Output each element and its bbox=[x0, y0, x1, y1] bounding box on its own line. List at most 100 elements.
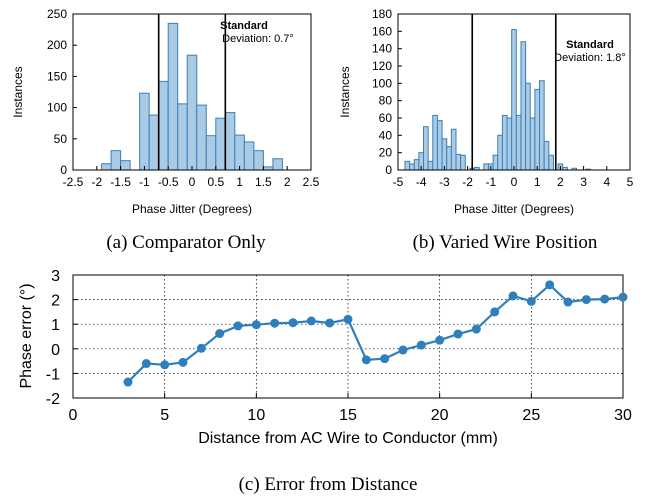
x-axis-label: Distance from AC Wire to Conductor (mm) bbox=[198, 430, 498, 447]
annotation-text: Deviation: 1.8° bbox=[554, 52, 626, 64]
x-tick-label: -3 bbox=[439, 175, 450, 189]
data-point bbox=[380, 354, 390, 364]
histogram-bar bbox=[534, 88, 541, 171]
histogram-bar bbox=[186, 54, 198, 171]
histogram-bar bbox=[450, 128, 457, 171]
histogram-bar bbox=[413, 159, 420, 171]
histogram-bar bbox=[215, 117, 226, 171]
data-point bbox=[398, 345, 408, 355]
histogram-bar bbox=[139, 92, 150, 171]
histogram-bar bbox=[446, 146, 452, 171]
x-tick-label: -5 bbox=[393, 175, 404, 189]
histogram-bar bbox=[506, 117, 513, 171]
histogram-bar bbox=[460, 154, 466, 171]
y-tick-label: 200 bbox=[47, 38, 67, 52]
y-tick-label: 160 bbox=[372, 24, 392, 38]
histogram-bar bbox=[497, 134, 503, 171]
y-tick-label: 100 bbox=[47, 101, 67, 115]
x-axis-label: Phase Jitter (Degrees) bbox=[132, 202, 252, 216]
y-tick-label: 120 bbox=[372, 59, 392, 73]
data-point bbox=[581, 295, 591, 305]
y-axis-label: Phase error (°) bbox=[18, 283, 35, 388]
y-tick-label: 2 bbox=[51, 293, 60, 310]
y-tick-label: 0 bbox=[51, 342, 60, 359]
histogram-bar bbox=[224, 112, 236, 171]
x-tick-label: -1 bbox=[485, 175, 496, 189]
series-line bbox=[127, 283, 624, 383]
y-tick-label: 50 bbox=[54, 132, 68, 146]
data-point bbox=[141, 359, 151, 369]
histogram-bar bbox=[515, 114, 522, 171]
histogram-bar bbox=[441, 138, 448, 171]
x-tick-label: 15 bbox=[339, 407, 357, 424]
x-tick-label: 1.5 bbox=[255, 175, 272, 189]
histogram-bars bbox=[404, 29, 592, 171]
x-tick-label: 0 bbox=[69, 407, 78, 424]
x-tick-label: -0.5 bbox=[158, 175, 179, 189]
histogram-bar bbox=[205, 135, 217, 171]
data-point bbox=[343, 314, 353, 324]
x-tick-label: 25 bbox=[522, 407, 540, 424]
histogram-bar bbox=[539, 80, 545, 171]
x-tick-label: 0 bbox=[511, 175, 518, 189]
x-tick-label: 2 bbox=[557, 175, 564, 189]
data-point bbox=[178, 357, 188, 367]
y-tick-label: 0 bbox=[385, 163, 392, 177]
x-tick-label: -2 bbox=[91, 175, 102, 189]
histogram-bar bbox=[243, 141, 255, 171]
histogram-bar bbox=[148, 114, 160, 171]
histogram-bar bbox=[272, 158, 283, 171]
histogram-comparator-only: -2.5 -2 -1.5 -1 -0.5 0 0.5 1 1.5 2 2.5 0 50 100 150 20… bbox=[11, 7, 320, 253]
histogram-bar bbox=[492, 154, 499, 171]
x-tick-label: 4 bbox=[603, 175, 610, 189]
series-points bbox=[123, 280, 628, 387]
caption: (a) Comparator Only bbox=[106, 232, 266, 253]
x-axis-label: Phase Jitter (Degrees) bbox=[454, 202, 574, 216]
data-point bbox=[251, 320, 261, 330]
x-tick-label: -4 bbox=[416, 175, 427, 189]
data-point bbox=[123, 377, 133, 387]
y-tick-label: 250 bbox=[47, 7, 67, 21]
y-tick-label: 100 bbox=[372, 76, 392, 90]
y-tick-label: 0 bbox=[60, 163, 67, 177]
caption: (b) Varied Wire Position bbox=[413, 232, 598, 253]
x-tick-label: 5 bbox=[627, 175, 634, 189]
histogram-bar bbox=[101, 163, 112, 171]
histogram-bar bbox=[404, 160, 411, 171]
histogram-bar bbox=[529, 117, 536, 171]
histogram-bar bbox=[427, 160, 434, 171]
x-tick-label: 1 bbox=[236, 175, 243, 189]
histogram-bar bbox=[520, 41, 527, 171]
histogram-bar bbox=[234, 134, 245, 171]
annotation-title: Standard bbox=[566, 39, 614, 51]
y-tick-label: -2 bbox=[46, 391, 60, 408]
data-point bbox=[453, 329, 463, 339]
x-tick-label: -1.5 bbox=[110, 175, 131, 189]
data-point bbox=[508, 291, 518, 301]
y-tick-label: 60 bbox=[379, 111, 393, 125]
data-point bbox=[490, 307, 500, 317]
y-tick-label: 80 bbox=[379, 94, 393, 108]
data-point bbox=[196, 343, 206, 353]
histogram-bar bbox=[423, 126, 429, 171]
histogram-bar bbox=[120, 160, 131, 171]
annotation-title: Standard bbox=[220, 20, 268, 32]
histogram-bar bbox=[253, 150, 264, 171]
x-tick-label: -1 bbox=[139, 175, 150, 189]
histogram-bar bbox=[432, 114, 438, 171]
histogram-bar bbox=[455, 153, 462, 171]
annotation-text: Deviation: 0.7° bbox=[222, 33, 294, 45]
y-tick-label: 150 bbox=[47, 69, 67, 83]
histogram-bar bbox=[501, 114, 508, 171]
y-tick-label: 20 bbox=[379, 146, 393, 160]
x-tick-label: 0 bbox=[189, 175, 196, 189]
data-point bbox=[618, 292, 628, 302]
data-point bbox=[545, 280, 555, 290]
histogram-varied-wire-position: -5 -4 -3 -2 -1 0 1 2 3 4 5 0 20 40 60 80 100 120 140 160 18… bbox=[338, 7, 634, 253]
x-tick-label: 1 bbox=[534, 175, 541, 189]
data-point bbox=[306, 316, 316, 326]
data-point bbox=[215, 329, 225, 339]
y-tick-label: 1 bbox=[51, 317, 60, 334]
y-tick-label: 3 bbox=[51, 268, 60, 285]
